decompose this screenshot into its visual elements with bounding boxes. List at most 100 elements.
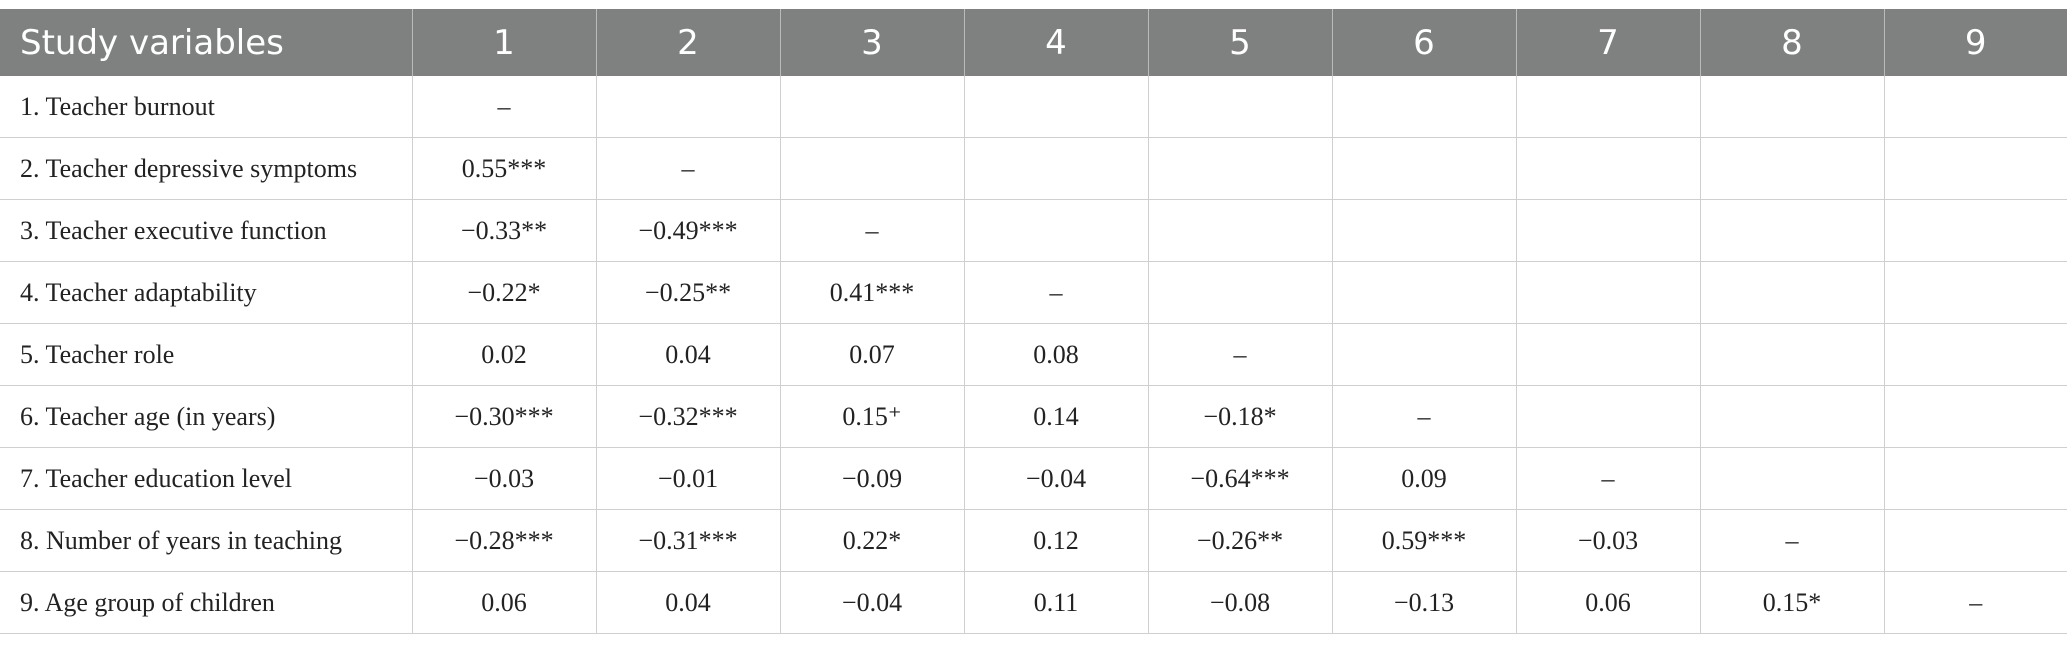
table-cell: – xyxy=(1332,385,1517,448)
correlation-table-container: Study variables 1 2 3 4 5 6 7 8 9 1. Tea… xyxy=(0,9,2067,634)
row-label: 5. Teacher role xyxy=(0,323,413,386)
table-cell: 0.59*** xyxy=(1332,509,1517,572)
table-cell: −0.09 xyxy=(780,447,965,510)
table-cell xyxy=(1148,261,1333,324)
table-cell: 0.12 xyxy=(964,509,1149,572)
table-row: 3. Teacher executive function −0.33** −0… xyxy=(0,199,2067,262)
header-col-7: 7 xyxy=(1516,9,1701,76)
table-cell: – xyxy=(964,261,1149,324)
table-cell xyxy=(1884,323,2067,386)
table-row: 9. Age group of children 0.06 0.04 −0.04… xyxy=(0,571,2067,634)
table-cell: −0.28*** xyxy=(412,509,597,572)
table-cell: 0.06 xyxy=(412,571,597,634)
table-cell: −0.01 xyxy=(596,447,781,510)
row-label: 4. Teacher adaptability xyxy=(0,261,413,324)
table-body: 1. Teacher burnout – 2. Teacher depressi… xyxy=(0,76,2067,634)
table-cell: −0.25** xyxy=(596,261,781,324)
header-col-6: 6 xyxy=(1332,9,1517,76)
table-cell xyxy=(1884,509,2067,572)
table-cell: −0.22* xyxy=(412,261,597,324)
table-row: 1. Teacher burnout – xyxy=(0,76,2067,138)
table-cell xyxy=(1884,261,2067,324)
table-cell xyxy=(1516,76,1701,138)
table-cell xyxy=(964,199,1149,262)
table-cell xyxy=(1884,199,2067,262)
table-cell xyxy=(1700,137,1885,200)
table-cell: −0.13 xyxy=(1332,571,1517,634)
table-cell: – xyxy=(1516,447,1701,510)
table-cell: −0.03 xyxy=(1516,509,1701,572)
table-cell xyxy=(1516,199,1701,262)
row-label: 7. Teacher education level xyxy=(0,447,413,510)
table-cell xyxy=(1700,385,1885,448)
table-cell xyxy=(1700,323,1885,386)
table-cell: 0.14 xyxy=(964,385,1149,448)
table-header: Study variables 1 2 3 4 5 6 7 8 9 xyxy=(0,9,2067,76)
header-col-3: 3 xyxy=(780,9,965,76)
table-cell xyxy=(1516,137,1701,200)
table-cell: −0.04 xyxy=(964,447,1149,510)
table-cell: 0.41*** xyxy=(780,261,965,324)
table-cell: −0.04 xyxy=(780,571,965,634)
table-cell: – xyxy=(596,137,781,200)
table-cell: 0.15* xyxy=(1700,571,1885,634)
table-row: 6. Teacher age (in years) −0.30*** −0.32… xyxy=(0,385,2067,448)
table-cell: 0.22* xyxy=(780,509,965,572)
table-cell xyxy=(1516,385,1701,448)
table-cell xyxy=(1884,76,2067,138)
table-cell xyxy=(1516,261,1701,324)
table-cell: 0.04 xyxy=(596,571,781,634)
table-row: 5. Teacher role 0.02 0.04 0.07 0.08 – xyxy=(0,323,2067,386)
table-cell xyxy=(1148,199,1333,262)
table-cell: 0.11 xyxy=(964,571,1149,634)
table-cell xyxy=(1332,76,1517,138)
table-cell: – xyxy=(780,199,965,262)
table-cell xyxy=(1516,323,1701,386)
table-cell: 0.55*** xyxy=(412,137,597,200)
header-col-4: 4 xyxy=(964,9,1149,76)
header-row: Study variables 1 2 3 4 5 6 7 8 9 xyxy=(0,9,2067,76)
table-cell: – xyxy=(1884,571,2067,634)
table-cell xyxy=(1148,137,1333,200)
table-cell xyxy=(1332,323,1517,386)
header-col-5: 5 xyxy=(1148,9,1333,76)
table-cell xyxy=(964,76,1149,138)
table-cell xyxy=(1332,261,1517,324)
header-col-9: 9 xyxy=(1884,9,2067,76)
table-cell xyxy=(780,137,965,200)
table-cell: −0.32*** xyxy=(596,385,781,448)
table-row: 8. Number of years in teaching −0.28*** … xyxy=(0,509,2067,572)
table-cell: −0.18* xyxy=(1148,385,1333,448)
table-cell: −0.49*** xyxy=(596,199,781,262)
row-label: 9. Age group of children xyxy=(0,571,413,634)
correlation-table: Study variables 1 2 3 4 5 6 7 8 9 1. Tea… xyxy=(0,9,2067,634)
table-cell xyxy=(1332,199,1517,262)
header-col-1: 1 xyxy=(412,9,597,76)
row-label: 6. Teacher age (in years) xyxy=(0,385,413,448)
row-label: 1. Teacher burnout xyxy=(0,76,413,138)
table-cell: 0.07 xyxy=(780,323,965,386)
table-cell xyxy=(596,76,781,138)
header-col-8: 8 xyxy=(1700,9,1885,76)
table-cell xyxy=(1884,137,2067,200)
table-cell: 0.04 xyxy=(596,323,781,386)
row-label: 2. Teacher depressive symptoms xyxy=(0,137,413,200)
table-cell: 0.02 xyxy=(412,323,597,386)
table-cell xyxy=(1700,447,1885,510)
table-cell xyxy=(780,76,965,138)
table-cell xyxy=(964,137,1149,200)
table-cell: −0.26** xyxy=(1148,509,1333,572)
table-cell xyxy=(1700,261,1885,324)
table-cell: −0.33** xyxy=(412,199,597,262)
table-cell: −0.31*** xyxy=(596,509,781,572)
table-cell: −0.30*** xyxy=(412,385,597,448)
table-cell: 0.06 xyxy=(1516,571,1701,634)
table-row: 2. Teacher depressive symptoms 0.55*** – xyxy=(0,137,2067,200)
table-cell: 0.08 xyxy=(964,323,1149,386)
row-label: 8. Number of years in teaching xyxy=(0,509,413,572)
table-cell: −0.08 xyxy=(1148,571,1333,634)
table-row: 7. Teacher education level −0.03 −0.01 −… xyxy=(0,447,2067,510)
table-cell: 0.15⁺ xyxy=(780,385,965,448)
table-cell: – xyxy=(412,76,597,138)
row-label: 3. Teacher executive function xyxy=(0,199,413,262)
